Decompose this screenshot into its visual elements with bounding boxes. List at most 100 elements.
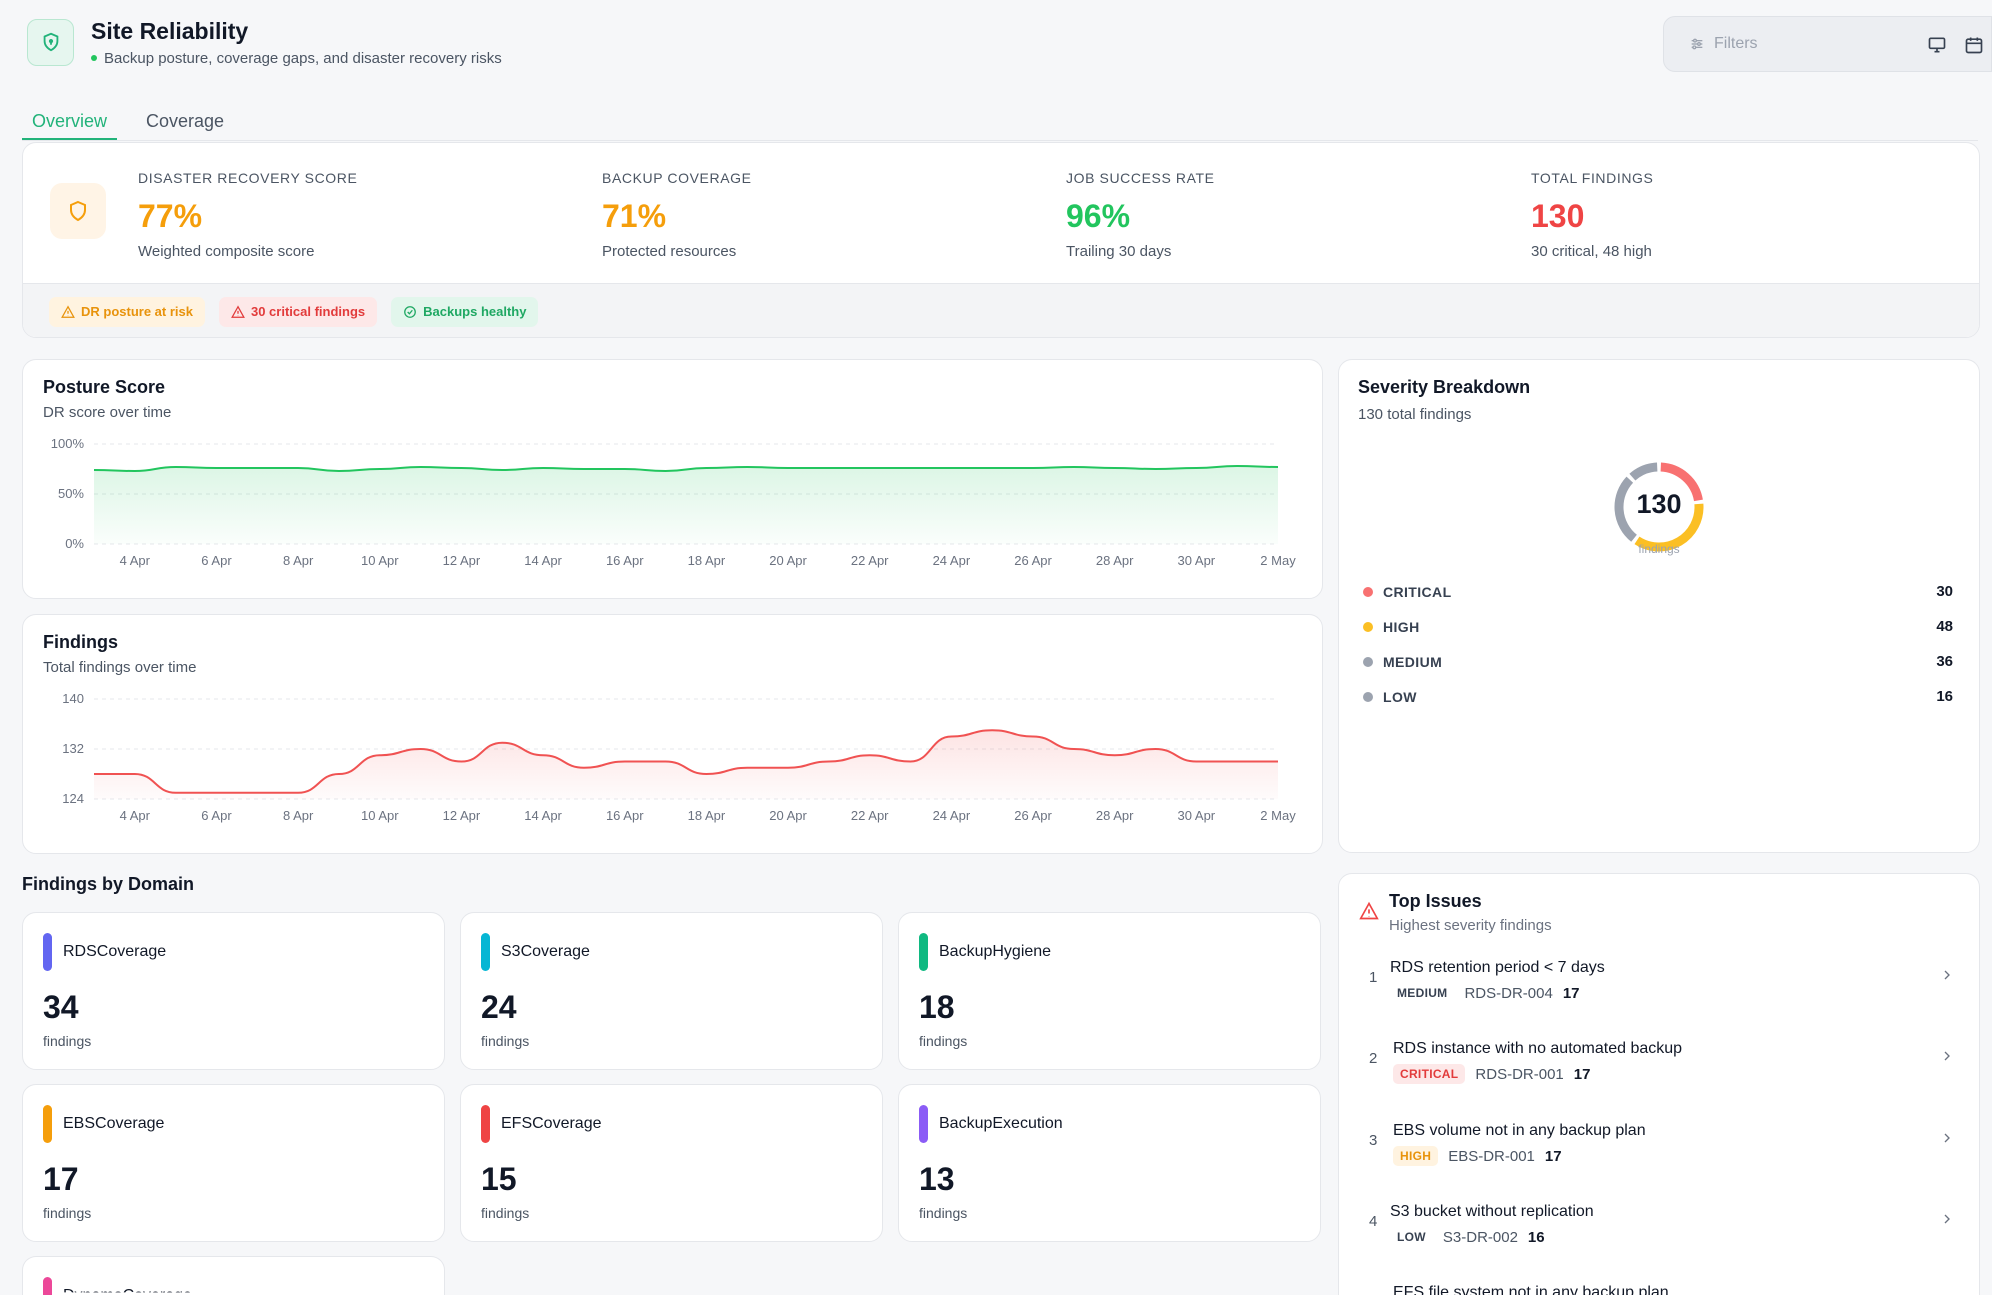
issue-row[interactable]: 3 EBS volume not in any backup plan HIGH… bbox=[1339, 1122, 1979, 1192]
kpi-summary-card: DISASTER RECOVERY SCORE 77% Weighted com… bbox=[22, 142, 1980, 338]
tab-bar: Overview Coverage bbox=[22, 104, 234, 140]
y-tick-label: 140 bbox=[62, 691, 84, 706]
severity-row-high: HIGH 48 bbox=[1363, 618, 1953, 635]
x-tick-label: 6 Apr bbox=[201, 553, 232, 568]
section-title: Findings by Domain bbox=[22, 874, 195, 894]
domain-card-backuphygiene[interactable]: BackupHygiene 18 findings bbox=[898, 912, 1321, 1070]
domain-sub: findings bbox=[481, 1205, 530, 1221]
x-tick-label: 20 Apr bbox=[769, 553, 807, 568]
y-tick-label: 124 bbox=[62, 791, 84, 806]
domain-card-dynamocoverage[interactable]: DynamoCoverage bbox=[22, 1256, 445, 1295]
domain-card-s3coverage[interactable]: S3Coverage 24 findings bbox=[460, 912, 883, 1070]
calendar-icon[interactable] bbox=[1964, 35, 1984, 55]
x-tick-label: 12 Apr bbox=[443, 553, 481, 568]
chevron-right-icon[interactable] bbox=[1939, 1211, 1955, 1232]
domain-name: RDSCoverage bbox=[63, 943, 167, 960]
x-tick-label: 14 Apr bbox=[524, 553, 562, 568]
issue-count: 16 bbox=[1527, 1228, 1545, 1246]
domain-sub: findings bbox=[919, 1205, 968, 1221]
status-badge-label: Backups healthy bbox=[423, 304, 527, 319]
domain-color-bar bbox=[43, 1277, 52, 1295]
x-tick-label: 18 Apr bbox=[688, 808, 726, 823]
tab-coverage[interactable]: Coverage bbox=[146, 111, 225, 131]
x-tick-label: 8 Apr bbox=[283, 553, 314, 568]
kpi-sub: Trailing 30 days bbox=[1066, 243, 1172, 260]
donut-center-value: 130 bbox=[1636, 489, 1682, 519]
legend-dot bbox=[1363, 621, 1373, 632]
kpi-total-findings: TOTAL FINDINGS 130 30 critical, 48 high bbox=[1531, 170, 1654, 260]
shield-icon bbox=[50, 183, 106, 239]
issue-title: S3 bucket without replication bbox=[1390, 1203, 1594, 1220]
severity-breakdown-card: Severity Breakdown 130 total findings 13… bbox=[1338, 359, 1980, 853]
domain-card-efscoverage[interactable]: EFSCoverage 15 findings bbox=[460, 1084, 883, 1242]
x-tick-label: 22 Apr bbox=[851, 808, 889, 823]
chevron-right-icon[interactable] bbox=[1939, 967, 1955, 988]
severity-row-critical: CRITICAL 30 bbox=[1363, 583, 1953, 600]
domain-color-bar bbox=[919, 933, 928, 971]
tabs-divider bbox=[22, 140, 1978, 141]
chart-subtitle: DR score over time bbox=[43, 404, 172, 421]
status-pill-row: DR posture at risk 30 critical findings … bbox=[23, 283, 1979, 337]
domain-count: 13 bbox=[919, 1161, 955, 1197]
status-dot bbox=[91, 55, 97, 61]
issue-meta: MEDIUM RDS-DR-004 17 bbox=[1390, 983, 1580, 1003]
issue-title: RDS retention period < 7 days bbox=[1390, 959, 1605, 976]
issue-title: EBS volume not in any backup plan bbox=[1393, 1122, 1646, 1139]
issue-id: RDS-DR-001 bbox=[1475, 1065, 1564, 1083]
severity-name: LOW bbox=[1383, 688, 1417, 705]
page-subtitle: Backup posture, coverage gaps, and disas… bbox=[91, 50, 502, 67]
card-subtitle: 130 total findings bbox=[1358, 406, 1472, 423]
chevron-right-icon[interactable] bbox=[1939, 1130, 1955, 1151]
x-tick-label: 16 Apr bbox=[606, 553, 644, 568]
issue-count: 17 bbox=[1573, 1065, 1591, 1083]
severity-count: 48 bbox=[1936, 618, 1953, 635]
domain-card-ebscoverage[interactable]: EBSCoverage 17 findings bbox=[22, 1084, 445, 1242]
domain-count: 34 bbox=[43, 989, 79, 1025]
status-badge[interactable]: DR posture at risk bbox=[49, 296, 205, 327]
filters-input[interactable]: Filters bbox=[1714, 35, 1758, 52]
status-badge[interactable]: 30 critical findings bbox=[218, 296, 378, 327]
domain-count: 18 bbox=[919, 989, 955, 1025]
issue-row[interactable]: 2 RDS instance with no automated backup … bbox=[1339, 1040, 1979, 1110]
issue-row[interactable]: 5 EFS file system not in any backup plan bbox=[1339, 1284, 1979, 1295]
kpi-value: 96% bbox=[1066, 198, 1131, 234]
x-tick-label: 12 Apr bbox=[443, 808, 481, 823]
x-tick-label: 30 Apr bbox=[1178, 808, 1216, 823]
status-badge-label: 30 critical findings bbox=[250, 304, 366, 319]
chevron-right-icon[interactable] bbox=[1939, 1048, 1955, 1069]
filter-bar[interactable]: Filters bbox=[1663, 16, 1992, 72]
card-subtitle: Highest severity findings bbox=[1389, 917, 1552, 934]
status-badge[interactable]: Backups healthy bbox=[391, 296, 539, 327]
domain-name: BackupHygiene bbox=[939, 943, 1052, 960]
x-tick-label: 10 Apr bbox=[361, 808, 399, 823]
issue-rank: 2 bbox=[1369, 1050, 1378, 1067]
domain-count: 15 bbox=[481, 1161, 517, 1197]
top-issues-card: Top Issues Highest severity findings 1 R… bbox=[1338, 873, 1980, 1295]
tab-overview[interactable]: Overview bbox=[22, 104, 118, 140]
domain-card-rdscoverage[interactable]: RDSCoverage 34 findings bbox=[22, 912, 445, 1070]
kpi-sub: Protected resources bbox=[602, 243, 737, 260]
x-tick-label: 30 Apr bbox=[1178, 553, 1216, 568]
domain-sub: findings bbox=[43, 1205, 92, 1221]
issue-count: 17 bbox=[1562, 984, 1580, 1002]
domain-name: EBSCoverage bbox=[63, 1115, 165, 1132]
donut-slice-critical bbox=[1660, 462, 1703, 502]
domain-name: DynamoCoverage bbox=[63, 1287, 192, 1292]
donut-slice-high bbox=[1634, 503, 1704, 552]
kpi-value: 130 bbox=[1531, 198, 1585, 234]
kpi-value: 71% bbox=[602, 198, 667, 234]
issue-row[interactable]: 4 S3 bucket without replication LOW S3-D… bbox=[1339, 1203, 1979, 1273]
x-tick-label: 22 Apr bbox=[851, 553, 889, 568]
severity-name: HIGH bbox=[1383, 618, 1420, 635]
series-line bbox=[94, 729, 1278, 794]
donut-slice-low bbox=[1629, 462, 1658, 481]
severity-name: CRITICAL bbox=[1383, 583, 1452, 600]
issue-row[interactable]: 1 RDS retention period < 7 days MEDIUM R… bbox=[1339, 959, 1979, 1029]
x-tick-label: 24 Apr bbox=[933, 808, 971, 823]
domain-sub: findings bbox=[43, 1033, 92, 1049]
issue-meta: CRITICAL RDS-DR-001 17 bbox=[1393, 1064, 1590, 1084]
monitor-icon[interactable] bbox=[1927, 35, 1947, 55]
issue-rank: 4 bbox=[1369, 1213, 1378, 1230]
y-tick-label: 100% bbox=[51, 436, 85, 451]
domain-card-backupexecution[interactable]: BackupExecution 13 findings bbox=[898, 1084, 1321, 1242]
